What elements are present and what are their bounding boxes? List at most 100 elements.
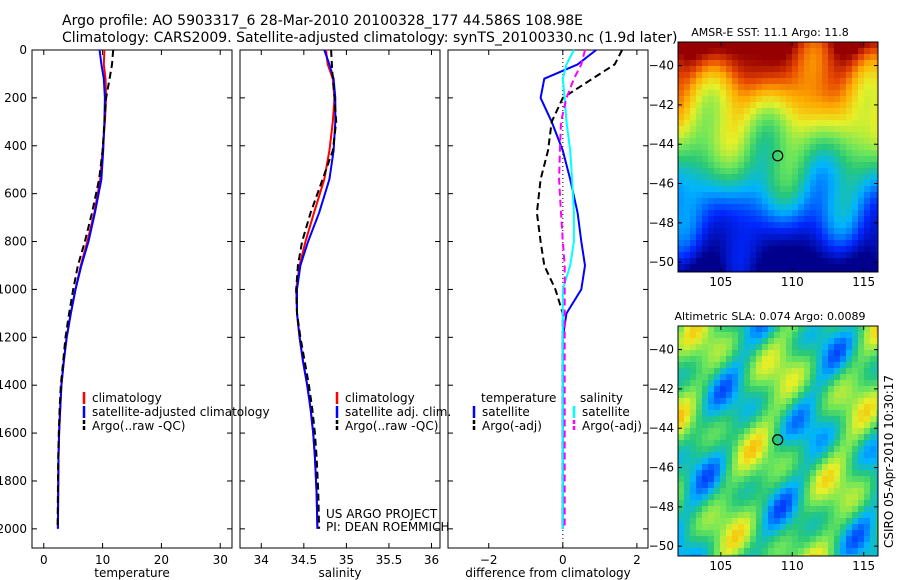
map-cell [720, 120, 726, 126]
map-cell [720, 494, 726, 500]
map-cell [678, 150, 684, 156]
depth-tick-label: 200 [4, 91, 27, 105]
legend-satellite-label: satellite-adjusted climatology [92, 405, 270, 419]
map-cell [816, 374, 822, 380]
map-cell [810, 162, 816, 168]
map-cell [804, 186, 810, 192]
map-cell [792, 464, 798, 470]
map-cell [702, 102, 708, 108]
map-cell [852, 530, 858, 536]
map-cell [780, 434, 786, 440]
map-cell [864, 132, 870, 138]
map-cell [846, 488, 852, 494]
map-cell [678, 54, 684, 60]
map-cell [768, 458, 774, 464]
map-cell [786, 536, 792, 542]
map-cell [732, 210, 738, 216]
map-cell [696, 222, 702, 228]
map-cell [774, 198, 780, 204]
map-cell [804, 332, 810, 338]
map-cell [756, 264, 762, 270]
map-cell [786, 144, 792, 150]
map-cell [756, 548, 762, 554]
map-cell [780, 264, 786, 270]
map-cell [762, 186, 768, 192]
map-cell [726, 132, 732, 138]
map-cell [702, 518, 708, 524]
map-cell [864, 84, 870, 90]
map-cell [792, 198, 798, 204]
map-cell [792, 60, 798, 66]
map-cell [708, 542, 714, 548]
map-cell [678, 416, 684, 422]
map-cell [732, 512, 738, 518]
map-cell [864, 410, 870, 416]
map-cell [708, 326, 714, 332]
map-cell [774, 398, 780, 404]
map-cell [750, 96, 756, 102]
map-cell [678, 440, 684, 446]
map-cell [852, 410, 858, 416]
map-cell [804, 120, 810, 126]
map-cell [798, 114, 804, 120]
map-cell [792, 500, 798, 506]
map-cell [756, 90, 762, 96]
map-cell [768, 350, 774, 356]
map-cell [852, 174, 858, 180]
map-cell [738, 332, 744, 338]
map-cell [690, 270, 696, 272]
map-cell [798, 536, 804, 542]
map-cell [810, 42, 816, 48]
map-cell [714, 488, 720, 494]
map-cell [708, 398, 714, 404]
map-cell [804, 362, 810, 368]
map-cell [768, 476, 774, 482]
map-cell [804, 258, 810, 264]
map-cell [822, 332, 828, 338]
map-cell [864, 270, 870, 272]
map-cell [840, 222, 846, 228]
map-cell [810, 90, 816, 96]
map-cell [870, 264, 876, 270]
map-cell [858, 90, 864, 96]
map-cell [768, 488, 774, 494]
map-cell [780, 464, 786, 470]
map-cell [720, 512, 726, 518]
map-cell [762, 332, 768, 338]
map-cell [840, 398, 846, 404]
map-cell [726, 404, 732, 410]
map-cell [708, 72, 714, 78]
map-cell [840, 126, 846, 132]
map-cell [684, 488, 690, 494]
map-cell [774, 344, 780, 350]
map-cell [750, 524, 756, 530]
map-cell [744, 222, 750, 228]
map-cell [774, 548, 780, 554]
map-cell [744, 410, 750, 416]
map-cell [678, 240, 684, 246]
map-cell [858, 446, 864, 452]
map-cell [792, 216, 798, 222]
map-cell [714, 410, 720, 416]
map-cell [858, 198, 864, 204]
map-cell [828, 518, 834, 524]
map-cell [684, 114, 690, 120]
map-cell [810, 458, 816, 464]
map-cell [816, 216, 822, 222]
map-cell [846, 434, 852, 440]
map-cell [846, 542, 852, 548]
map-cell [840, 102, 846, 108]
map-cell [810, 222, 816, 228]
map-cell [792, 258, 798, 264]
map-cell [690, 66, 696, 72]
map-cell [768, 542, 774, 548]
map-cell [786, 434, 792, 440]
map-cell [876, 162, 878, 168]
map-cell [696, 494, 702, 500]
map-cell [786, 216, 792, 222]
map-cell [744, 234, 750, 240]
map-cell [870, 380, 876, 386]
map-cell [696, 326, 702, 332]
map-cell [828, 428, 834, 434]
map-cell [726, 458, 732, 464]
